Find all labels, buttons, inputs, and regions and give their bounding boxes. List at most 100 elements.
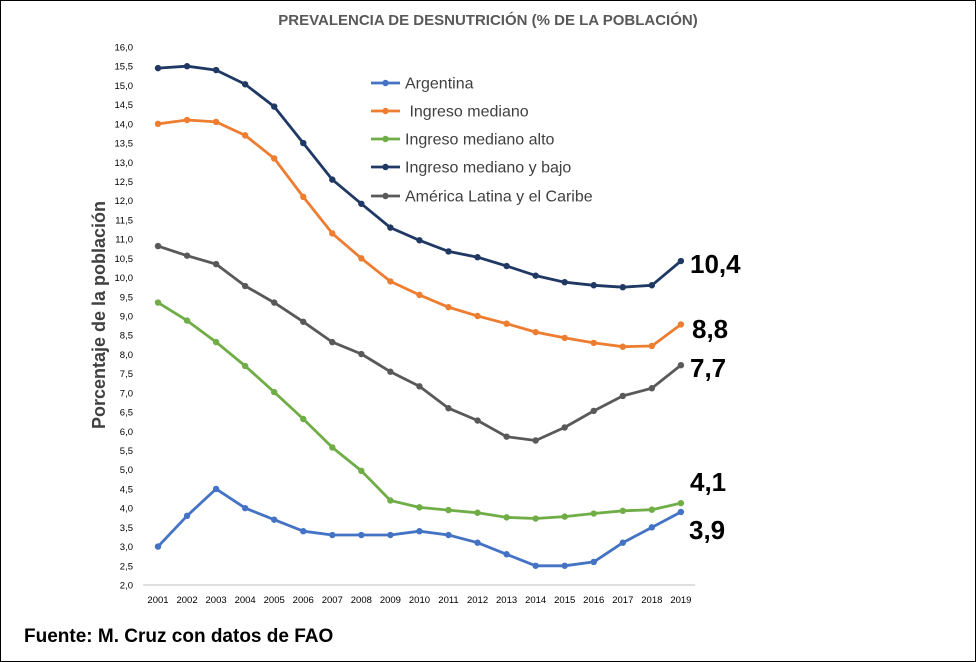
x-tick-label: 2007 — [322, 595, 343, 606]
y-tick-label: 15,0 — [115, 81, 134, 92]
data-point — [154, 242, 162, 250]
data-point — [183, 512, 191, 520]
x-tick-label: 2008 — [351, 595, 372, 606]
data-point — [212, 338, 220, 346]
data-point — [329, 531, 336, 539]
data-point — [532, 515, 539, 522]
data-point — [503, 514, 510, 521]
series-2 — [154, 299, 685, 522]
data-point — [503, 433, 510, 440]
y-tick-label: 3,0 — [120, 542, 133, 553]
data-point — [241, 132, 249, 139]
data-point — [561, 278, 568, 286]
data-point — [154, 543, 162, 550]
data-point — [445, 531, 452, 539]
data-point — [677, 508, 685, 516]
data-point — [590, 407, 597, 415]
y-tick-label: 9,5 — [120, 292, 133, 303]
series-line — [156, 64, 683, 289]
data-point — [358, 255, 365, 262]
data-point — [677, 257, 685, 265]
data-point — [619, 539, 626, 546]
data-point — [648, 524, 656, 531]
data-point — [300, 415, 307, 423]
data-point — [154, 299, 162, 306]
x-tick-label: 2019 — [670, 595, 691, 606]
x-tick-label: 2018 — [641, 595, 662, 606]
data-point — [387, 497, 394, 504]
data-point — [619, 283, 626, 291]
data-point — [271, 103, 278, 110]
data-point — [212, 485, 220, 493]
data-point — [619, 392, 626, 400]
data-point — [183, 252, 191, 259]
legend-swatch-marker — [382, 135, 389, 143]
data-point — [677, 321, 685, 328]
data-point — [241, 81, 249, 88]
data-point — [300, 139, 307, 147]
y-tick-label: 4,0 — [120, 504, 133, 515]
data-point — [648, 282, 656, 289]
data-point — [474, 312, 481, 320]
data-point — [154, 120, 162, 128]
data-point — [358, 531, 365, 539]
data-point — [445, 303, 452, 311]
y-tick-label: 8,5 — [120, 331, 133, 342]
legend-item: Ingreso mediano y bajo — [371, 160, 571, 177]
data-point — [590, 510, 597, 517]
legend-label: América Latina y el Caribe — [405, 189, 593, 206]
data-point — [416, 504, 423, 511]
data-point — [212, 118, 220, 126]
legend-item: América Latina y el Caribe — [371, 189, 593, 206]
y-tick-label: 9,0 — [120, 312, 133, 323]
data-point — [212, 260, 220, 268]
legend-label: Ingreso mediano alto — [405, 132, 555, 149]
x-tick-label: 2012 — [467, 595, 488, 606]
data-point — [416, 528, 423, 535]
y-tick-label: 14,0 — [115, 119, 134, 130]
y-tick-label: 13,5 — [115, 139, 134, 150]
legend-item: Ingreso mediano — [371, 104, 529, 121]
data-point — [474, 417, 481, 424]
data-point — [154, 64, 162, 72]
y-tick-label: 15,5 — [115, 62, 134, 73]
data-point — [387, 224, 394, 231]
data-point — [329, 444, 336, 451]
legend-swatch-marker — [382, 163, 389, 171]
end-value-label: 7,7 — [690, 353, 726, 383]
series-4 — [154, 242, 685, 444]
data-point — [387, 531, 394, 539]
data-point — [183, 116, 191, 124]
data-point — [358, 467, 365, 475]
data-point — [503, 551, 510, 558]
end-value-label: 8,8 — [692, 314, 728, 344]
data-point — [445, 405, 452, 412]
series-3 — [154, 63, 685, 291]
data-point — [300, 528, 307, 535]
data-point — [329, 338, 336, 346]
data-point — [329, 176, 336, 183]
data-point — [590, 339, 597, 347]
series-1 — [154, 116, 685, 350]
x-tick-label: 2010 — [409, 595, 430, 606]
y-tick-label: 5,0 — [120, 465, 133, 476]
legend-swatch-marker — [382, 79, 389, 87]
data-point — [503, 262, 510, 270]
data-point — [271, 388, 278, 396]
data-point — [561, 513, 568, 520]
data-point — [503, 320, 510, 327]
x-tick-label: 2011 — [438, 595, 458, 606]
legend-label: Ingreso mediano — [405, 104, 529, 121]
y-tick-label: 6,0 — [120, 427, 133, 438]
chart-title: PREVALENCIA DE DESNUTRICIÓN (% DE LA POB… — [278, 11, 697, 29]
legend-swatch-marker — [382, 107, 389, 115]
y-tick-label: 3,5 — [120, 523, 133, 534]
legend-label: Ingreso mediano y bajo — [405, 160, 571, 177]
data-point — [532, 272, 539, 279]
y-axis-label: Porcentaje de la población — [89, 201, 109, 429]
y-tick-label: 13,0 — [115, 158, 134, 169]
data-point — [648, 506, 656, 513]
x-tick-label: 2005 — [264, 595, 285, 606]
data-point — [212, 66, 220, 74]
